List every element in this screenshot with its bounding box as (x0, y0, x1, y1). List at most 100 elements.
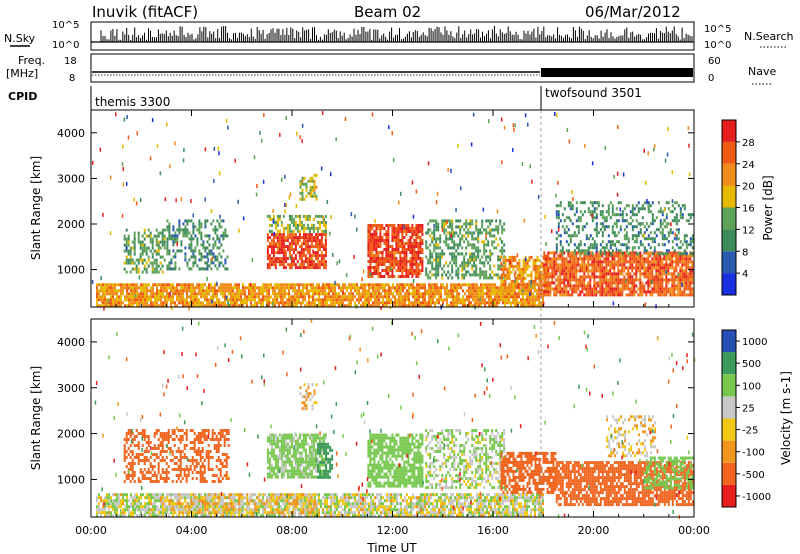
echo-cell (615, 263, 618, 267)
echo-cell (575, 257, 578, 261)
echo-cell (493, 246, 496, 250)
echo-cell (498, 289, 500, 293)
echo-cell (242, 283, 244, 287)
echo-cell (144, 301, 146, 305)
echo-cell (561, 225, 564, 229)
echo-cell (641, 204, 644, 208)
echo-cell (437, 246, 440, 250)
echo-cell (595, 249, 598, 253)
echo-cell (427, 228, 430, 232)
echo-cell (405, 242, 408, 245)
echo-cell (389, 254, 392, 257)
echo-cell (354, 304, 356, 308)
echo-cell (428, 286, 430, 290)
echo-cell (218, 252, 221, 256)
echo-cell (182, 234, 185, 238)
echo-cell (597, 251, 600, 255)
echo-cell (478, 304, 480, 308)
echo-cell (498, 295, 500, 299)
echo-cell (657, 210, 660, 214)
echo-cell (605, 290, 608, 294)
echo-cell (123, 249, 126, 253)
echo-cell (553, 266, 556, 270)
echo-cell (665, 222, 668, 226)
echo-cell (387, 242, 390, 245)
echo-cell (274, 283, 276, 287)
echo-cell (472, 298, 474, 302)
echo-cell (125, 243, 128, 247)
echo-cell (641, 254, 644, 258)
echo-cell (142, 295, 144, 299)
echo-cell (473, 270, 476, 274)
echo-cell (304, 260, 307, 264)
echo-cell (510, 304, 512, 308)
echo-cell (314, 254, 317, 258)
echo-cell (198, 267, 201, 271)
echo-cell (591, 269, 594, 273)
echo-cell (573, 290, 576, 294)
echo-cell (176, 304, 178, 308)
echo-cell (619, 257, 622, 261)
echo-cell (206, 219, 209, 223)
echo-cell (388, 289, 390, 293)
echo-cell (244, 295, 246, 299)
echo-cell (433, 267, 436, 271)
echo-cell (617, 281, 620, 285)
echo-cell (659, 254, 662, 258)
echo-cell (430, 295, 432, 299)
echo-cell (192, 222, 195, 226)
echo-cell (469, 225, 472, 229)
echo-cell (416, 304, 418, 308)
echo-cell (133, 237, 136, 241)
echo-cell (495, 246, 498, 250)
echo-cell (675, 251, 678, 255)
echo-cell (210, 267, 213, 271)
echo-cell (477, 249, 480, 253)
echo-cell (555, 216, 558, 220)
echo-cell (500, 292, 502, 296)
echo-cell (134, 298, 136, 302)
echo-cell (547, 284, 550, 288)
echo-cell (689, 257, 692, 261)
echo-cell (250, 289, 252, 293)
echo-cell (409, 239, 412, 242)
echo-cell (589, 246, 592, 250)
echo-cell (393, 254, 396, 257)
echo-cell (202, 292, 204, 296)
echo-cell (302, 260, 305, 264)
echo-cell (583, 252, 586, 256)
echo-cell (393, 233, 396, 236)
echo-cell (190, 283, 192, 287)
echo-cell (631, 281, 634, 285)
echo-cell (130, 283, 132, 287)
echo-cell (522, 273, 525, 277)
echo-cell (210, 301, 212, 305)
echo-cell (200, 283, 202, 287)
echo-cell (643, 266, 646, 270)
echo-cell (276, 251, 279, 255)
echo-cell (451, 246, 454, 250)
echo-cell (161, 270, 164, 274)
echo-cell (393, 248, 396, 251)
echo-cell (306, 263, 309, 267)
echo-cell (134, 292, 136, 296)
echo-cell (454, 298, 456, 302)
echo-cell (689, 287, 692, 291)
echo-cell (477, 228, 480, 232)
echo-cell (314, 257, 317, 261)
echo-cell (577, 257, 580, 261)
echo-cell (583, 269, 586, 273)
echo-cell (502, 295, 504, 299)
echo-cell (583, 260, 586, 264)
echo-cell (637, 266, 640, 270)
echo-cell (667, 201, 670, 205)
echo-cell (623, 278, 626, 282)
echo-cell (292, 229, 295, 233)
echo-cell (583, 278, 586, 282)
echo-cell (473, 243, 476, 247)
echo-cell (318, 239, 321, 243)
echo-cell (435, 267, 438, 271)
echo-cell (633, 213, 636, 217)
echo-cell (294, 214, 297, 218)
echo-cell (567, 251, 570, 255)
